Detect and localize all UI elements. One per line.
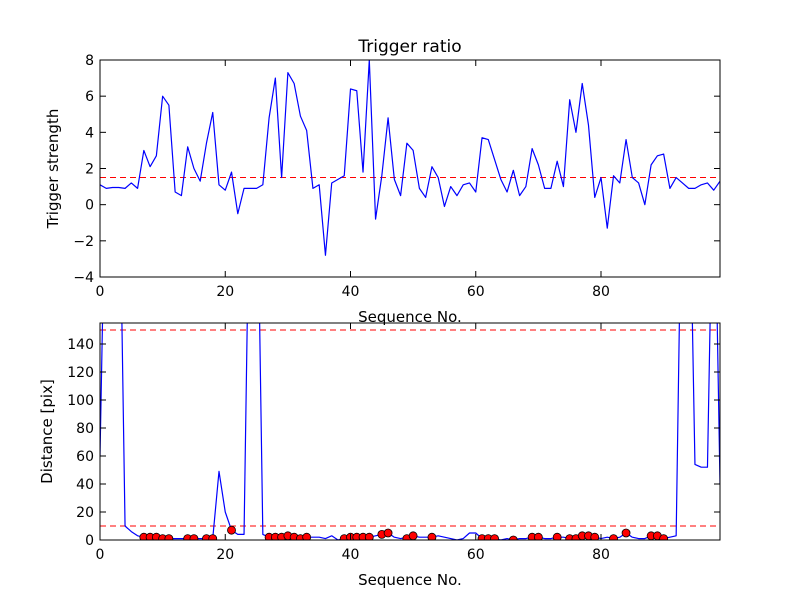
y-tick-label-6: 100 <box>67 393 94 409</box>
x-tick-label-5: 80 <box>592 547 610 563</box>
marker-point-31 <box>508 535 518 540</box>
y-tick-label-1: −4 <box>73 270 94 286</box>
marker-point-5 <box>164 534 174 540</box>
y-axis-label: Trigger strength <box>44 109 62 230</box>
panel-2: 0 20 40 60 80 0 20 40 60 80 100 120 140 Sequence No. D… <box>38 322 721 589</box>
y-tick-label-1: 0 <box>85 533 94 549</box>
y-tick-label-2: 20 <box>76 505 94 521</box>
x-axis-label: Sequence No. <box>358 571 462 589</box>
x-tick-label-5: 80 <box>592 284 610 300</box>
marker-point-17 <box>302 532 312 540</box>
marker-point-24 <box>383 528 393 538</box>
marker-point-27 <box>427 532 437 540</box>
y-tick-label-4: 2 <box>85 162 94 178</box>
x-tick-label-2: 20 <box>216 547 234 563</box>
marker-point-41 <box>621 528 631 538</box>
panel-1: 0 20 40 60 80 −4 −2 0 2 4 6 8 Sequence No. Trigger st… <box>44 37 721 326</box>
marker-point-9 <box>208 534 218 540</box>
marker-point-44 <box>659 534 669 540</box>
x-tick-label-3: 40 <box>342 284 360 300</box>
x-tick-label-4: 60 <box>467 547 485 563</box>
marker-point-34 <box>552 532 562 540</box>
x-tick-label-1: 0 <box>96 547 105 563</box>
marker-point-39 <box>590 532 600 540</box>
y-tick-label-3: 40 <box>76 477 94 493</box>
y-tick-label-8: 140 <box>67 337 94 353</box>
x-tick-label-2: 20 <box>216 284 234 300</box>
marker-point-40 <box>609 534 618 540</box>
y-tick-label-4: 60 <box>76 449 94 465</box>
y-tick-label-6: 6 <box>85 89 94 105</box>
axes-frame <box>99 322 721 541</box>
marker-point-7 <box>189 534 199 540</box>
series-line-1 <box>100 60 720 256</box>
x-tick-label-1: 0 <box>96 284 105 300</box>
x-tick-label-3: 40 <box>342 547 360 563</box>
marker-point-26 <box>408 531 418 540</box>
y-tick-label-5: 80 <box>76 421 94 437</box>
marker-point-30 <box>490 534 499 540</box>
plot-area <box>100 60 720 256</box>
marker-point-22 <box>364 532 374 540</box>
marker-point-33 <box>533 532 543 540</box>
y-tick-label-7: 8 <box>85 53 94 69</box>
y-axis-label: Distance [pix] <box>38 379 56 484</box>
x-tick-label-4: 60 <box>467 284 485 300</box>
marker-point-10 <box>227 525 236 535</box>
plot-area <box>100 323 720 540</box>
y-tick-label-2: −2 <box>73 234 94 250</box>
y-tick-label-5: 4 <box>85 125 94 141</box>
chart-title: Trigger ratio <box>357 37 461 57</box>
y-tick-label-3: 0 <box>85 198 94 214</box>
x-axis-label: Sequence No. <box>358 308 462 326</box>
y-tick-label-7: 120 <box>67 365 94 381</box>
